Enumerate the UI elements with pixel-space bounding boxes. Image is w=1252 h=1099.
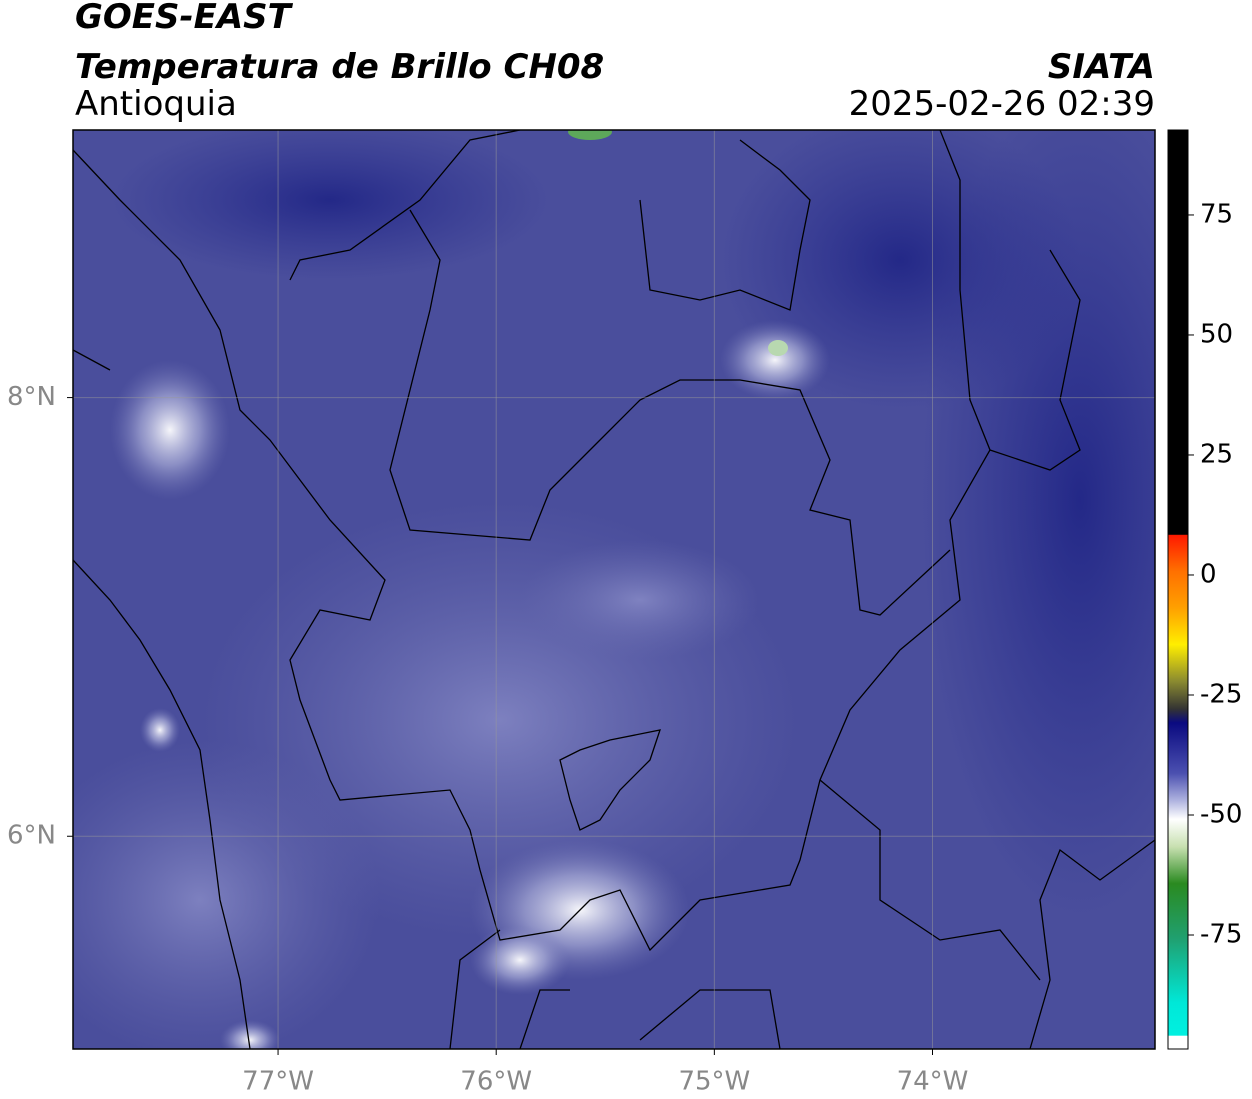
y-tick-label: 8°N: [7, 382, 56, 412]
colorbar-tick-label: -25: [1200, 679, 1242, 709]
x-tick-label: 74°W: [897, 1067, 969, 1097]
region: Antioquia: [75, 84, 237, 124]
x-tick-label: 75°W: [678, 1067, 750, 1097]
colorbar-tick-label: -50: [1200, 799, 1242, 829]
timestamp: 2025-02-26 02:39: [849, 84, 1155, 124]
colorbar-tick-label: -75: [1200, 919, 1242, 949]
colorbar-tick-label: 0: [1200, 559, 1217, 589]
satellite-image: [73, 130, 1155, 1049]
title: GOES-EAST: [75, 0, 294, 37]
subtitle: Temperatura de Brillo CH08: [75, 47, 604, 87]
source: SIATA: [1048, 47, 1155, 87]
grid: [73, 130, 1155, 1049]
colorbar-tick-label: 50: [1200, 319, 1233, 349]
colorbar: [1167, 129, 1189, 1050]
colorbar-tick-label: 25: [1200, 439, 1233, 469]
y-tick-label: 6°N: [7, 821, 56, 851]
map-frame: [72, 129, 1156, 1050]
colorbar-tick-label: 75: [1200, 199, 1233, 229]
x-tick-label: 76°W: [460, 1067, 532, 1097]
x-tick-label: 77°W: [242, 1067, 314, 1097]
